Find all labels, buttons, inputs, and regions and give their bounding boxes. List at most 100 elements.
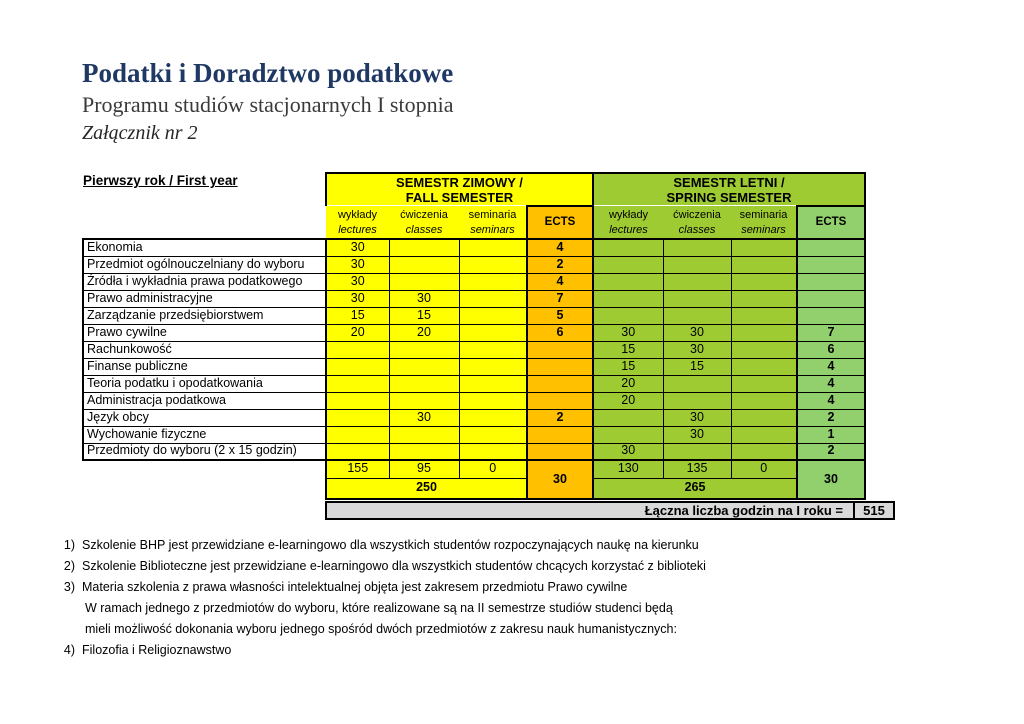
- fall-lectures-cell: [325, 357, 390, 376]
- spring-lectures-cell: [592, 272, 664, 291]
- spring-ects-cell: 1: [796, 425, 866, 444]
- spring-classes-cell: [662, 238, 732, 257]
- fall-classes-cell: [388, 442, 460, 461]
- spring-seminars-cell: [730, 442, 798, 461]
- fall-classes-cell: [388, 425, 460, 444]
- fall-seminars-cell: [458, 323, 528, 342]
- spring-seminars-cell: [730, 255, 798, 274]
- footnote: 1) Szkolenie BHP jest przewidziane e-lea…: [62, 535, 706, 556]
- fall-classes-cell: [388, 340, 460, 359]
- spring-ects-cell: 2: [796, 442, 866, 461]
- footnote: 3) Materia szkolenia z prawa własności i…: [62, 577, 706, 598]
- spring-ects-header: ECTS: [796, 205, 866, 240]
- fall-seminars-cell: [458, 357, 528, 376]
- fall-ects-cell: [526, 442, 594, 461]
- spring-ects-cell: [796, 289, 866, 308]
- grand-total-value: 515: [853, 503, 893, 518]
- table-row: Ekonomia 30 4: [82, 238, 866, 257]
- fall-seminars-cell: [458, 408, 528, 427]
- spring-classes-header: ćwiczenia classes: [663, 206, 731, 240]
- header-spacer: [83, 206, 326, 239]
- footnote: 2) Szkolenie Biblioteczne jest przewidzi…: [62, 556, 706, 577]
- spring-seminars-header: seminaria seminars: [731, 206, 797, 240]
- footnote-text: W ramach jednego z przedmiotów do wyboru…: [85, 601, 673, 615]
- spring-ects-cell: 6: [796, 340, 866, 359]
- totals-row-sum: 250 265: [83, 477, 865, 500]
- grand-total-label: Łączna liczba godzin na I roku =: [644, 503, 843, 518]
- course-name-cell: Wychowanie fizyczne: [82, 425, 327, 444]
- course-name-cell: Administracja podatkowa: [82, 391, 327, 410]
- spring-seminars-cell: [730, 306, 798, 325]
- spring-classes-cell: [662, 272, 732, 291]
- course-name-cell: Przedmiot ogólnouczelniany do wyboru: [82, 255, 327, 274]
- footnote-number: 2): [63, 559, 75, 573]
- fall-seminars-header: seminaria seminars: [459, 206, 527, 240]
- fall-hours-sum: 250: [325, 477, 528, 500]
- spring-seminars-cell: [730, 425, 798, 444]
- table-row: Finanse publiczne 15 15 4: [82, 357, 866, 376]
- footnotes: 1) Szkolenie BHP jest przewidziane e-lea…: [62, 535, 706, 661]
- footnote-number: [62, 619, 82, 640]
- footnote: 4) Filozofia i Religioznawstwo: [62, 640, 706, 661]
- document-header: Podatki i Doradztwo podatkowe Programu s…: [82, 58, 454, 145]
- fall-classes-cell: [388, 272, 460, 291]
- spring-ects-cell: [796, 306, 866, 325]
- fall-seminars-cell: [458, 306, 528, 325]
- fall-ects-cell: 4: [526, 238, 594, 257]
- spring-lectures-header: wykłady lectures: [593, 206, 663, 240]
- page-title: Podatki i Doradztwo podatkowe: [82, 58, 454, 88]
- fall-seminars-cell: [458, 255, 528, 274]
- course-name-cell: Rachunkowość: [82, 340, 327, 359]
- course-name-cell: Prawo cywilne: [82, 323, 327, 342]
- fall-ects-cell: 5: [526, 306, 594, 325]
- fall-classes-header: ćwiczenia classes: [389, 206, 459, 240]
- spring-classes-cell: 30: [662, 425, 732, 444]
- totals-spacer: [83, 478, 326, 499]
- table-row: Prawo administracyjne 30 30 7: [82, 289, 866, 308]
- spring-classes-cell: [662, 374, 732, 393]
- table-row: Wychowanie fizyczne 30 1: [82, 425, 866, 444]
- fall-ects-cell: 7: [526, 289, 594, 308]
- fall-lectures-cell: [325, 408, 390, 427]
- fall-banner-line2: FALL SEMESTER: [405, 189, 514, 205]
- table-row: Przedmioty do wyboru (2 x 15 godzin) 30 …: [82, 442, 866, 461]
- fall-lectures-cell: 15: [325, 306, 390, 325]
- spring-ects-cell: [796, 255, 866, 274]
- spring-seminars-total: 0: [730, 459, 798, 479]
- fall-seminars-cell: [458, 289, 528, 308]
- fall-ects-cell: 6: [526, 323, 594, 342]
- fall-lectures-cell: [325, 425, 390, 444]
- fall-classes-cell: 30: [388, 289, 460, 308]
- fall-seminars-cell: [458, 425, 528, 444]
- fall-lectures-cell: 30: [325, 238, 390, 257]
- spring-lectures-cell: [592, 289, 664, 308]
- spring-lectures-cell: 15: [592, 340, 664, 359]
- table-row: Zarządzanie przedsiębiorstwem 15 15 5: [82, 306, 866, 325]
- fall-ects-cell: [526, 340, 594, 359]
- course-name-cell: Język obcy: [82, 408, 327, 427]
- fall-seminars-cell: [458, 374, 528, 393]
- spring-seminars-cell: [730, 289, 798, 308]
- course-name-cell: Zarządzanie przedsiębiorstwem: [82, 306, 327, 325]
- fall-lectures-cell: 30: [325, 272, 390, 291]
- footnote-continuation: mieli możliwość dokonania wyboru jednego…: [62, 619, 706, 640]
- spring-ects-cell: 2: [796, 408, 866, 427]
- course-name-cell: Prawo administracyjne: [82, 289, 327, 308]
- spring-seminars-cell: [730, 272, 798, 291]
- fall-ects-cell: [526, 374, 594, 393]
- footnote-number: [62, 598, 82, 619]
- spring-banner-line2: SPRING SEMESTER: [666, 189, 792, 205]
- footnote-number: 1): [63, 538, 75, 552]
- table-row: Język obcy 30 2 30 2: [82, 408, 866, 427]
- spring-lectures-total: 130: [592, 459, 664, 479]
- footnote-text: Szkolenie Biblioteczne jest przewidziane…: [82, 559, 706, 573]
- fall-lectures-cell: 30: [325, 289, 390, 308]
- spring-classes-cell: 30: [662, 340, 732, 359]
- fall-seminars-cell: [458, 272, 528, 291]
- fall-ects-cell: [526, 391, 594, 410]
- spring-classes-cell: [662, 289, 732, 308]
- table-row: Przedmiot ogólnouczelniany do wyboru 30 …: [82, 255, 866, 274]
- spring-seminars-cell: [730, 391, 798, 410]
- attachment-label: Załącznik nr 2: [82, 122, 198, 145]
- fall-classes-cell: 15: [388, 306, 460, 325]
